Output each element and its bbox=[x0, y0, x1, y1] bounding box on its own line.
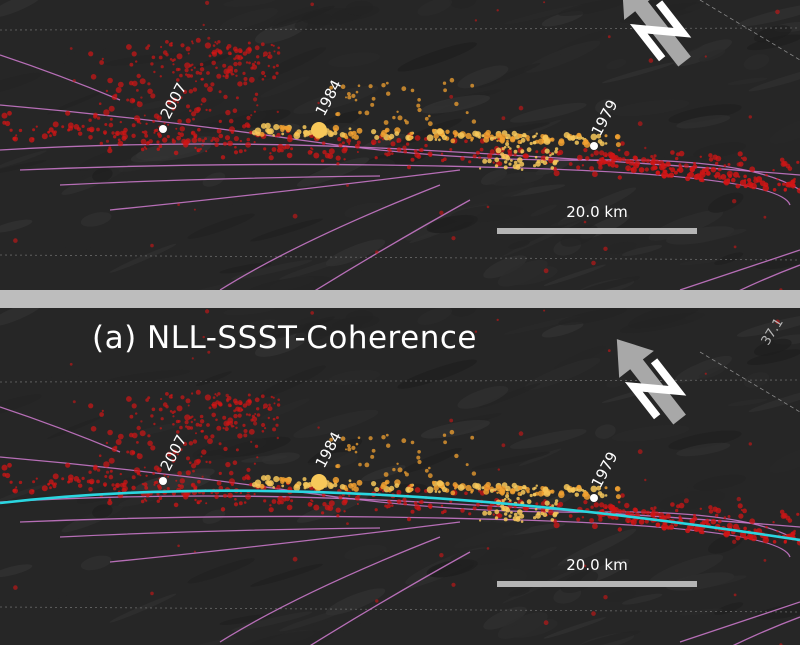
north-arrow-icon bbox=[621, 0, 692, 67]
event-marker-1979 bbox=[590, 142, 598, 150]
event-marker-1984 bbox=[311, 474, 327, 490]
map-canvas-bottom: 2007 1984 1979 20.0 km 37.1 bbox=[0, 308, 800, 645]
fit-curve bbox=[0, 489, 800, 542]
scale-bar-label: 20.0 km bbox=[566, 556, 627, 574]
event-marker-1979 bbox=[590, 494, 598, 502]
map-canvas-top: 2007 1984 1979 20.0 km bbox=[0, 0, 800, 290]
scale-bar-line bbox=[497, 228, 697, 234]
scale-bar-line bbox=[497, 581, 697, 587]
earthquake-dots bbox=[1, 0, 800, 290]
north-arrow-icon bbox=[616, 339, 687, 425]
map-panel-top: 2007 1984 1979 20.0 km bbox=[0, 0, 800, 290]
panel-divider bbox=[0, 290, 800, 308]
panel-title: (a) NLL-SSST-Coherence bbox=[92, 320, 477, 356]
scale-bar-label: 20.0 km bbox=[566, 203, 627, 221]
event-marker-2007 bbox=[159, 477, 167, 485]
event-marker-1984 bbox=[311, 122, 327, 138]
earthquake-dots bbox=[1, 309, 800, 645]
event-marker-2007 bbox=[159, 125, 167, 133]
scale-bar: 20.0 km bbox=[497, 556, 697, 587]
map-panel-bottom: 2007 1984 1979 20.0 km 37.1 (a) NLL-SSST… bbox=[0, 308, 800, 645]
scale-bar: 20.0 km bbox=[497, 203, 697, 234]
